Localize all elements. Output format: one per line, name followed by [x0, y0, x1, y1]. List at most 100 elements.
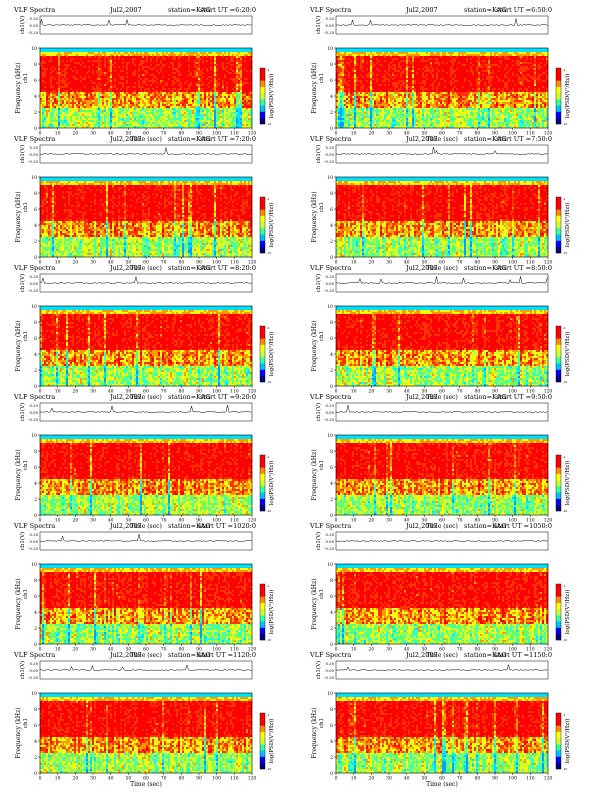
spectrogram-cell — [128, 78, 131, 81]
spectrogram-cell — [64, 110, 67, 113]
spectrogram-cell — [42, 60, 45, 63]
spectrogram-cell — [66, 50, 69, 53]
spectrogram-cell — [168, 114, 171, 117]
spectrogram-cell — [184, 48, 187, 51]
spectrogram-cell — [72, 122, 75, 125]
spectrogram-cell — [50, 68, 53, 71]
spectrogram-cell — [210, 90, 213, 93]
spectrogram-cell — [158, 116, 161, 119]
spectrogram-cell — [226, 108, 229, 111]
spectrogram-cell — [186, 110, 189, 113]
spectrogram-cell — [156, 94, 159, 97]
spectrogram-cell — [42, 82, 45, 85]
spectrogram-cell — [366, 120, 369, 123]
spectrogram-cell — [110, 102, 113, 105]
spectrogram-cell — [80, 78, 83, 81]
spectrogram-cell — [40, 124, 43, 127]
spectrogram-cell — [108, 122, 111, 125]
spectrogram-cell — [186, 48, 189, 51]
spectrogram-cell — [54, 120, 57, 123]
spectrogram-cell — [246, 116, 249, 119]
spectrogram-cell — [162, 104, 165, 107]
spectrogram-cell — [342, 66, 345, 69]
spectrogram-cell — [46, 94, 49, 97]
spectrogram-cell — [120, 120, 123, 123]
spectrogram-cell — [60, 68, 63, 71]
spectrogram-cell — [60, 102, 63, 105]
spectrogram-cell — [154, 50, 157, 53]
spectrogram-cell — [368, 62, 371, 65]
spectrogram-cell — [350, 62, 353, 65]
spectrogram-cell — [104, 52, 107, 55]
spectrogram-cell — [112, 64, 115, 67]
spectrogram-cell — [350, 48, 353, 51]
spectrogram-cell — [146, 70, 149, 73]
spectrogram-cell — [46, 112, 49, 115]
spectrogram-cell — [54, 100, 57, 103]
spectrogram-cell — [76, 60, 79, 63]
spectrogram-cell — [44, 96, 47, 99]
spectrogram-cell — [242, 74, 245, 77]
spectrogram-cell — [90, 124, 93, 127]
spectrogram-cell — [226, 56, 229, 59]
spectrogram-cell — [200, 50, 203, 53]
spectrogram-cell — [70, 112, 73, 115]
spectrogram-cell — [98, 76, 101, 79]
spectrogram-cell — [136, 126, 139, 129]
spectrogram-cell — [98, 68, 101, 71]
spectrogram-cell — [232, 96, 235, 99]
spectrogram-cell — [50, 86, 53, 89]
spectrogram-cell — [130, 50, 133, 53]
spectrogram-cell — [196, 124, 199, 127]
spectrogram-cell — [64, 114, 67, 117]
spectrogram-cell — [46, 56, 49, 59]
spectrogram-cell — [196, 72, 199, 75]
spectrogram-cell — [224, 76, 227, 79]
spectrogram-cell — [228, 62, 231, 65]
spectrogram-cell — [178, 106, 181, 109]
spectrogram-cell — [124, 96, 127, 99]
spectrogram-cell — [72, 102, 75, 105]
spectrogram-cell — [114, 112, 117, 115]
spectrogram-cell — [208, 64, 211, 67]
spectrogram-cell — [238, 112, 241, 115]
spectrogram-cell — [354, 78, 357, 81]
spectrogram-cell — [134, 122, 137, 125]
spectrogram-cell — [82, 92, 85, 95]
spectrogram-cell — [88, 78, 91, 81]
spectrogram-cell — [42, 76, 45, 79]
spectrogram-cell — [190, 52, 193, 55]
spectrogram-cell — [68, 62, 71, 65]
spectrogram-cell — [202, 108, 205, 111]
spectrogram-cell — [184, 86, 187, 89]
spectrogram-cell — [86, 68, 89, 71]
spectrogram-cell — [358, 76, 361, 79]
spectrogram-cell — [170, 84, 173, 87]
spectrogram-cell — [242, 104, 245, 107]
spectrogram-cell — [46, 100, 49, 103]
spectrogram-cell — [342, 104, 345, 107]
spectrogram-cell — [70, 98, 73, 101]
spectrogram-cell — [250, 74, 253, 77]
spectrogram-cell — [344, 58, 347, 61]
spectrogram-cell — [178, 82, 181, 85]
spectrogram-cell — [228, 58, 231, 61]
spectrogram-cell — [220, 54, 223, 57]
spectrogram-cell — [352, 96, 355, 99]
spectrogram-cell — [106, 78, 109, 81]
spectrogram-cell — [210, 78, 213, 81]
spectrogram-cell — [136, 98, 139, 101]
spectrogram-cell — [240, 60, 243, 63]
spectrogram-cell — [158, 50, 161, 53]
spectrogram-cell — [248, 74, 251, 77]
spectrogram-cell — [80, 68, 83, 71]
spectrogram-cell — [102, 68, 105, 71]
spectrogram-cell — [352, 110, 355, 113]
spectrogram-cell — [138, 72, 141, 75]
spectrogram-cell — [98, 120, 101, 123]
spectrogram-cell — [56, 122, 59, 125]
spectrogram-cell — [184, 102, 187, 105]
spectrogram-cell — [162, 84, 165, 87]
spectrogram-cell — [158, 110, 161, 113]
spectrogram-cell — [50, 112, 53, 115]
